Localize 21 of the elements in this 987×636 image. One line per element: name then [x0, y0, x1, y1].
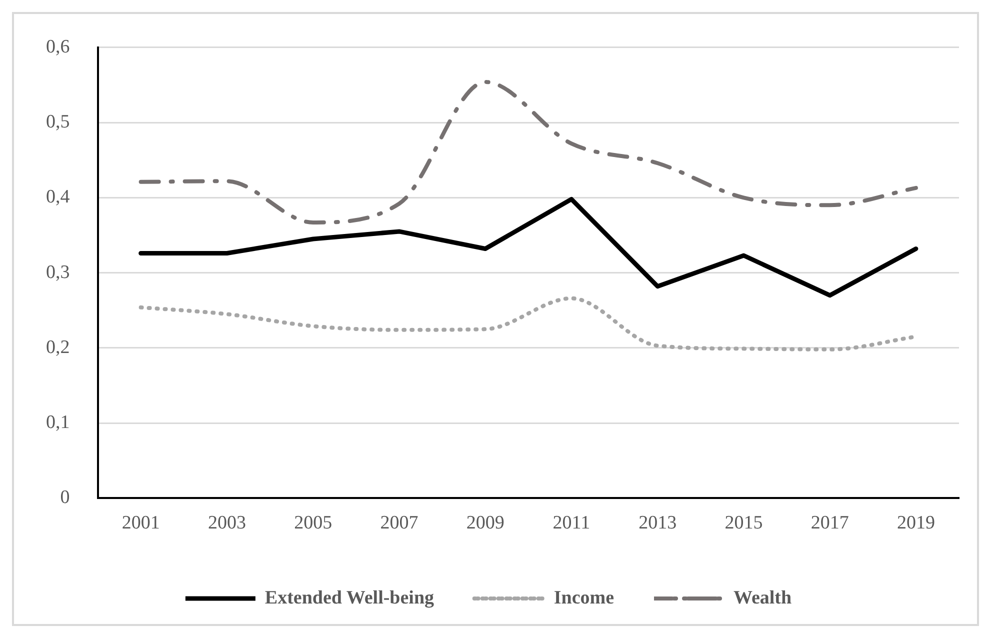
- x-tick-label: 2001: [122, 512, 160, 534]
- x-tick-label: 2019: [896, 512, 935, 534]
- line-series: [138, 80, 918, 224]
- legend-label: Wealth: [734, 587, 792, 608]
- x-tick-label: 2017: [810, 512, 849, 534]
- y-tick-label: 0,5: [46, 112, 70, 133]
- x-tick-label: 2013: [638, 512, 677, 534]
- x-tick-label: 2005: [294, 512, 332, 534]
- x-tick-label: 2015: [724, 512, 763, 534]
- x-tick-label: 2007: [380, 512, 418, 534]
- y-tick-label: 0,1: [46, 412, 70, 434]
- y-tick-label: 0,3: [46, 262, 70, 283]
- y-tick-label: 0,4: [46, 186, 70, 208]
- x-tick-label: 2011: [552, 512, 590, 534]
- x-tick-label: 2009: [466, 512, 504, 534]
- x-tick-label: 2003: [208, 512, 246, 534]
- y-tick-label: 0,2: [46, 336, 70, 358]
- legend-label: Income: [554, 587, 614, 608]
- y-tick-label: 0: [60, 487, 70, 508]
- y-tick-label: 0,6: [46, 36, 70, 58]
- legend-label: Extended Well-being: [264, 587, 435, 608]
